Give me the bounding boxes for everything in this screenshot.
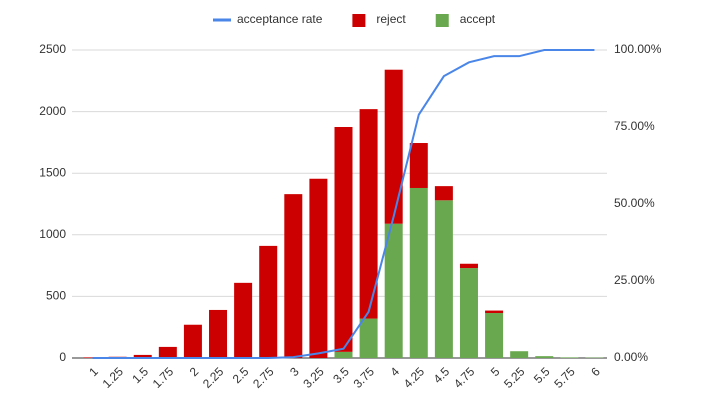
bar bbox=[485, 313, 504, 358]
x-tick-label: 1.25 bbox=[100, 364, 127, 391]
legend-label: acceptance rate bbox=[237, 12, 323, 26]
bar bbox=[459, 263, 478, 269]
bar bbox=[183, 324, 202, 358]
x-tick-label: 1.75 bbox=[150, 364, 177, 391]
x-tick-label: 1.5 bbox=[129, 364, 151, 386]
y-tick-label: 2500 bbox=[39, 42, 66, 56]
x-tick-label: 2.25 bbox=[200, 364, 227, 391]
bar bbox=[510, 351, 529, 358]
bar bbox=[409, 143, 428, 188]
bar bbox=[359, 318, 378, 358]
legend-label: accept bbox=[460, 12, 496, 26]
bar bbox=[384, 223, 403, 358]
y-tick-label: 1000 bbox=[39, 227, 66, 241]
legend-label: reject bbox=[376, 12, 406, 26]
bar bbox=[560, 357, 579, 358]
bar bbox=[259, 245, 278, 358]
bar bbox=[209, 309, 228, 358]
x-tick-label: 5.75 bbox=[551, 364, 578, 391]
bar bbox=[334, 351, 353, 358]
x-tick-label: 1 bbox=[86, 364, 101, 379]
bar bbox=[234, 282, 253, 358]
y-tick-label: 1500 bbox=[39, 165, 66, 179]
x-tick-label: 2.5 bbox=[230, 364, 252, 386]
y2-tick-label: 50.00% bbox=[614, 196, 655, 210]
legend-swatch bbox=[352, 14, 366, 27]
bar bbox=[409, 187, 428, 358]
x-tick-label: 2.75 bbox=[250, 364, 277, 391]
line bbox=[92, 49, 595, 359]
x-tick-label: 4.75 bbox=[451, 364, 478, 391]
bar bbox=[434, 200, 453, 358]
bar bbox=[284, 194, 303, 358]
y2-tick-label: 25.00% bbox=[614, 273, 655, 287]
y-tick-label: 0 bbox=[59, 350, 66, 364]
y2-tick-label: 0.00% bbox=[614, 350, 648, 364]
y-tick-label: 500 bbox=[46, 289, 66, 303]
bar bbox=[485, 310, 504, 314]
x-tick-label: 5.5 bbox=[531, 364, 553, 386]
bar bbox=[434, 186, 453, 201]
y-tick-label: 2000 bbox=[39, 104, 66, 118]
bar bbox=[459, 268, 478, 358]
x-tick-label: 4.25 bbox=[401, 364, 428, 391]
x-tick-label: 4 bbox=[387, 364, 402, 379]
bar bbox=[384, 69, 403, 224]
legend-swatch bbox=[435, 14, 449, 27]
bar bbox=[359, 109, 378, 319]
x-tick-label: 5 bbox=[488, 364, 503, 379]
bar bbox=[309, 178, 328, 358]
x-tick-label: 3.25 bbox=[300, 364, 327, 391]
bar bbox=[334, 127, 353, 352]
y2-tick-label: 75.00% bbox=[614, 119, 655, 133]
y2-tick-label: 100.00% bbox=[614, 42, 662, 56]
bar bbox=[133, 354, 152, 358]
x-tick-label: 3.5 bbox=[330, 364, 352, 386]
x-tick-label: 6 bbox=[588, 364, 603, 379]
bar bbox=[535, 356, 554, 358]
x-tick-label: 4.5 bbox=[431, 364, 453, 386]
x-tick-label: 3.75 bbox=[351, 364, 378, 391]
x-tick-label: 2 bbox=[187, 364, 202, 379]
bar bbox=[158, 346, 177, 358]
x-tick-label: 3 bbox=[287, 364, 302, 379]
x-tick-label: 5.25 bbox=[501, 364, 528, 391]
